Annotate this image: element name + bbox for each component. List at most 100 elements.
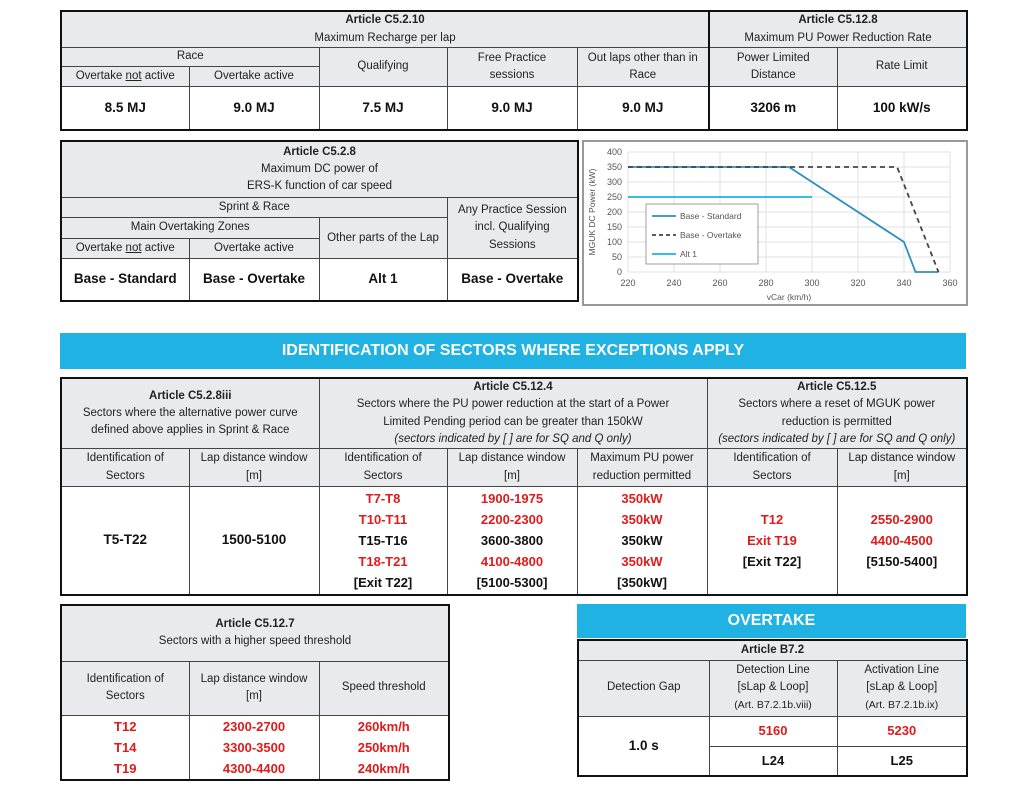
article-b7-2: Article B7.2	[577, 639, 968, 661]
c-lap-header: Lap distance window [m]	[836, 448, 968, 487]
reduction-rate-header: Article C5.12.8 Maximum PU Power Reducti…	[708, 10, 968, 49]
a-id-l1: Identification of	[86, 452, 164, 465]
x-tick-label: 260	[712, 278, 727, 288]
dc-ot-not-active-header: Overtake not active	[60, 237, 190, 259]
reduction-rate-table: Article C5.12.8 Maximum PU Power Reducti…	[708, 10, 969, 131]
mguk-reset-note: (sectors indicated by [ ] are for SQ and…	[718, 432, 956, 445]
race-header: Race	[60, 47, 320, 67]
detection-gap-header: Detection Gap	[577, 659, 710, 717]
speed-threshold-subtitle: Sectors with a higher speed threshold	[158, 635, 352, 648]
st-windows: 2300-2700 3300-3500 4300-4400	[188, 714, 320, 780]
alt-curve-line2: defined above applies in Sprint & Race	[91, 424, 290, 437]
b-max-header: Maximum PU power reduction permitted	[576, 448, 708, 487]
dc-power-sub1: Maximum DC power of	[261, 162, 378, 175]
dc-value-ot-off: Base - Standard	[60, 257, 190, 302]
x-tick-label: 340	[896, 278, 911, 288]
pu-sector: T10-T11	[358, 511, 408, 527]
reset-window: 4400-4500	[870, 532, 933, 548]
st-speed: 240km/h	[357, 760, 410, 776]
qualifying-header: Qualifying	[318, 47, 448, 87]
st-sector: T19	[114, 760, 137, 776]
st-id-header: Identification of Sectors	[60, 660, 190, 716]
reset-sector: Exit T19	[747, 532, 797, 548]
pu-reduction-note: (sectors indicated by [ ] are for SQ and…	[394, 432, 632, 445]
legend-label: Base - Standard	[680, 211, 742, 221]
st-sectors: T12 T14 T19	[60, 714, 190, 780]
b-max-l1: Maximum PU power	[590, 452, 694, 465]
reduction-rate-subtitle: Maximum PU Power Reduction Rate	[744, 31, 932, 44]
speed-threshold-header: Article C5.12.7 Sectors with a higher sp…	[60, 604, 450, 662]
reset-sector: T12	[760, 511, 784, 527]
pu-power: 350kW	[621, 553, 663, 569]
b-lap-header: Lap distance window [m]	[446, 448, 578, 487]
other-parts-header: Other parts of the Lap	[318, 217, 448, 259]
any-line1: Any Practice Session	[457, 204, 567, 217]
dc-value-ot-on: Base - Overtake	[188, 257, 320, 302]
free-practice-header: Free Practice sessions	[446, 47, 578, 87]
pu-sector: T18-T21	[358, 553, 408, 569]
mguk-reset-windows: 2550-2900 4400-4500 [5150-5400]	[836, 486, 968, 595]
dc-power-table: Article C5.2.8 Maximum DC power of ERS-K…	[60, 140, 580, 302]
article-c5-2-8: Article C5.2.8	[283, 145, 356, 158]
recharge-value-race-ot-on: 9.0 MJ	[188, 85, 320, 131]
c-lap-l2: [m]	[893, 469, 910, 482]
a-id-header: Identification of Sectors	[60, 448, 190, 487]
rate-limit-header: Rate Limit	[836, 47, 968, 87]
b-lap-l2: [m]	[504, 469, 520, 482]
recharge-value-qualifying: 7.5 MJ	[318, 85, 448, 131]
pu-sector: T7-T8	[365, 490, 401, 506]
y-tick-label: 250	[607, 192, 622, 202]
st-lap-l2: [m]	[246, 690, 262, 702]
out-line1: Out laps other than in	[587, 51, 698, 64]
pu-reduction-powers: 350kW 350kW 350kW 350kW [350kW]	[576, 486, 708, 595]
alt-curve-line1: Sectors where the alternative power curv…	[82, 406, 298, 419]
st-lap-l1: Lap distance window	[200, 672, 308, 685]
power-limited-distance-value: 3206 m	[708, 85, 838, 131]
fp-line2: sessions	[489, 68, 535, 81]
x-tick-label: 220	[620, 278, 635, 288]
x-tick-label: 300	[804, 278, 819, 288]
activation-line-value: 5230	[836, 715, 968, 747]
act-l2: [sLap & Loop]	[866, 681, 938, 694]
b-id-header: Identification of Sectors	[318, 448, 448, 487]
fp-line1: Free Practice	[477, 51, 547, 64]
x-tick-label: 320	[850, 278, 865, 288]
detection-line-value: 5160	[708, 715, 838, 747]
article-c5-12-8: Article C5.12.8	[798, 14, 878, 27]
y-tick-label: 200	[607, 207, 622, 217]
st-window: 3300-3500	[222, 739, 286, 755]
dc-ot-post: active	[141, 241, 175, 254]
pld-line1: Power Limited	[736, 51, 810, 64]
pu-window: [5100-5300]	[476, 574, 548, 590]
ot-pre: Overtake	[75, 69, 126, 82]
a-lap-l2: [m]	[246, 469, 262, 482]
y-tick-label: 400	[607, 147, 622, 157]
dc-power-sub2: ERS-K function of car speed	[246, 180, 393, 193]
b-max-l2: reduction permitted	[592, 469, 692, 482]
x-tick-label: 280	[758, 278, 773, 288]
pu-power: 350kW	[621, 532, 663, 548]
overtake-table: Article B7.2 Detection Gap Detection Lin…	[577, 639, 968, 777]
mguk-reset-line1: Sectors where a reset of MGUK power	[738, 398, 936, 411]
pu-power: 350kW	[621, 511, 663, 527]
dc-ot-not: not	[125, 241, 142, 254]
y-tick-label: 350	[607, 162, 622, 172]
legend-label: Alt 1	[680, 249, 697, 259]
detection-gap-value: 1.0 s	[577, 715, 710, 777]
mguk-reset-sectors: T12 Exit T19 [Exit T22]	[706, 486, 838, 595]
c-id-l1: Identification of	[733, 452, 811, 465]
activation-line-header: Activation Line [sLap & Loop] (Art. B7.2…	[836, 659, 968, 717]
series-line	[628, 166, 939, 273]
recharge-value-out-laps: 9.0 MJ	[576, 85, 710, 131]
main-overtaking-zones-header: Main Overtaking Zones	[60, 217, 320, 239]
dc-value-other: Alt 1	[318, 257, 448, 302]
reset-window: 2550-2900	[870, 511, 933, 527]
pu-reduction-header: Article C5.12.4 Sectors where the PU pow…	[318, 377, 708, 449]
legend-label: Base - Overtake	[680, 230, 742, 240]
y-tick-label: 300	[607, 177, 622, 187]
power-curve-chart: 0 50 100 150 200 250 300 350 400 220 240 260 280 300 3…	[582, 140, 968, 306]
recharge-value-race-ot-off: 8.5 MJ	[60, 85, 190, 131]
ot-not: not	[125, 69, 142, 82]
pu-window: 2200-2300	[480, 511, 544, 527]
c-id-header: Identification of Sectors	[706, 448, 838, 487]
